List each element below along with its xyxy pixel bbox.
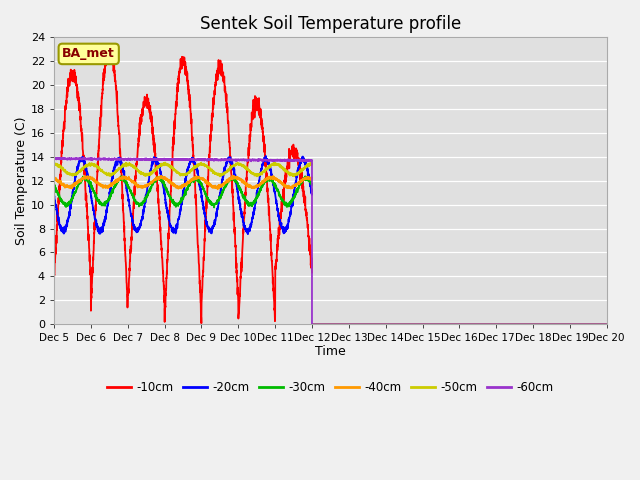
-20cm [50, 190, 58, 195]
-40cm [157, 173, 165, 179]
-10cm [168, 167, 176, 173]
-30cm [308, 181, 316, 187]
Line: -50cm: -50cm [54, 163, 312, 176]
-60cm [168, 156, 176, 162]
-50cm [50, 162, 58, 168]
-30cm [72, 187, 80, 192]
-50cm [148, 169, 156, 175]
Line: -40cm: -40cm [54, 176, 312, 189]
-50cm [72, 171, 80, 177]
-60cm [50, 156, 58, 161]
Line: -60cm: -60cm [54, 158, 312, 161]
-30cm [148, 183, 156, 189]
-40cm [223, 179, 231, 185]
-40cm [148, 180, 156, 186]
Line: -30cm: -30cm [54, 176, 312, 207]
-10cm [72, 83, 80, 88]
-10cm [308, 270, 316, 276]
-20cm [223, 159, 230, 165]
-40cm [308, 175, 316, 180]
-10cm [223, 109, 231, 115]
-20cm [244, 231, 252, 237]
-40cm [72, 179, 80, 185]
X-axis label: Time: Time [315, 345, 346, 358]
-20cm [168, 226, 176, 231]
-40cm [50, 176, 58, 182]
-60cm [223, 157, 231, 163]
Line: -20cm: -20cm [54, 156, 312, 234]
-10cm [198, 320, 205, 326]
-20cm [262, 153, 269, 159]
-10cm [148, 117, 156, 123]
-50cm [143, 171, 151, 177]
-30cm [211, 204, 218, 210]
-50cm [124, 161, 131, 167]
-40cm [168, 180, 176, 185]
-50cm [168, 165, 176, 171]
-30cm [143, 192, 151, 198]
-60cm [65, 155, 73, 161]
-60cm [143, 156, 151, 162]
-50cm [223, 168, 231, 174]
-20cm [308, 191, 316, 197]
-60cm [308, 157, 316, 163]
-20cm [124, 192, 131, 198]
-50cm [308, 161, 316, 167]
-30cm [117, 173, 125, 179]
-40cm [124, 175, 131, 181]
-20cm [143, 188, 151, 193]
-20cm [148, 162, 156, 168]
-30cm [50, 182, 58, 188]
Title: Sentek Soil Temperature profile: Sentek Soil Temperature profile [200, 15, 461, 33]
-10cm [106, 42, 113, 48]
Line: -10cm: -10cm [54, 45, 312, 323]
-30cm [223, 180, 231, 185]
Legend: -10cm, -20cm, -30cm, -40cm, -50cm, -60cm: -10cm, -20cm, -30cm, -40cm, -50cm, -60cm [102, 376, 559, 398]
-10cm [143, 98, 151, 104]
-60cm [148, 156, 156, 162]
-60cm [73, 156, 81, 161]
-60cm [304, 158, 312, 164]
-60cm [124, 156, 132, 162]
-30cm [124, 182, 132, 188]
-40cm [214, 186, 221, 192]
Y-axis label: Soil Temperature (C): Soil Temperature (C) [15, 117, 28, 245]
-30cm [168, 197, 176, 203]
-20cm [72, 171, 80, 177]
-10cm [124, 291, 132, 297]
Text: BA_met: BA_met [62, 48, 115, 60]
-50cm [253, 173, 261, 179]
-40cm [143, 182, 151, 188]
-50cm [161, 160, 169, 166]
-10cm [50, 276, 58, 282]
